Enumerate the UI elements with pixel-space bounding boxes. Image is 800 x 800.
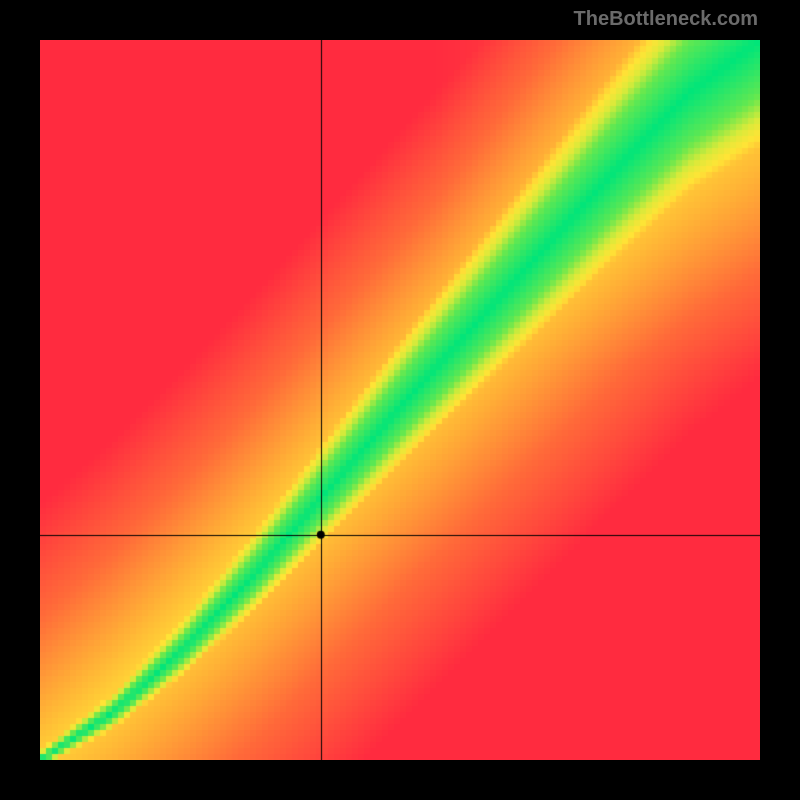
- watermark-text: TheBottleneck.com: [574, 8, 758, 31]
- chart-container: TheBottleneck.com: [0, 0, 800, 800]
- crosshair-overlay: [40, 40, 760, 760]
